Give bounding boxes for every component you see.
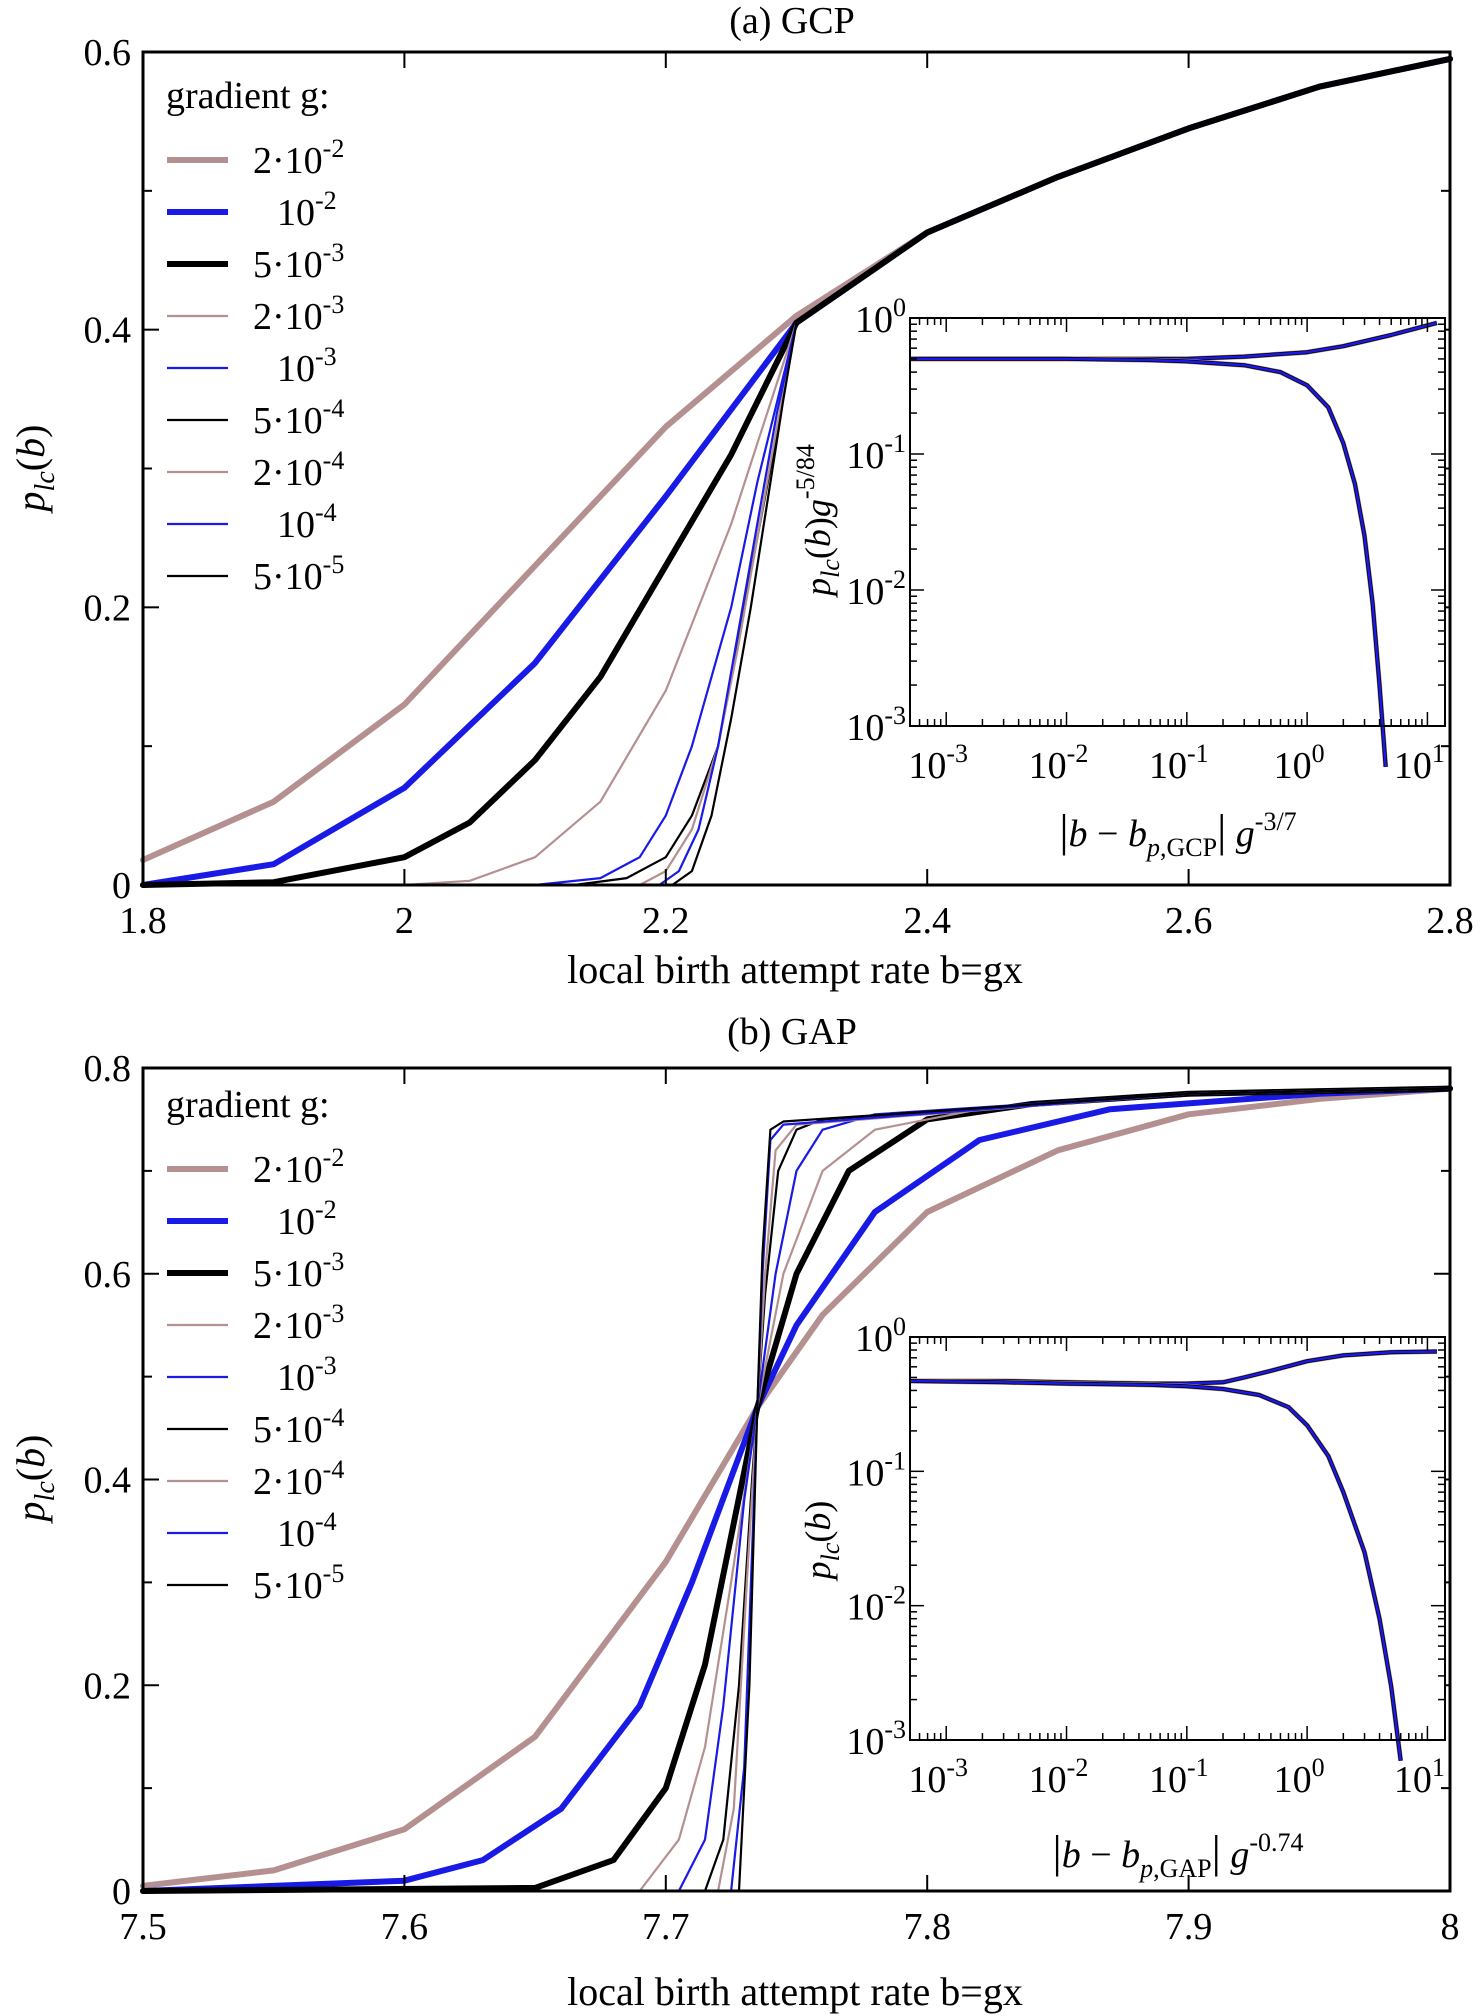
x-tick-label: 7.5 [119, 1906, 167, 1948]
inset-y-tick-label: 10-1 [846, 1446, 906, 1494]
legend-label: 5·10-5 [253, 550, 344, 598]
inset-y-tick-label: 10-3 [846, 1715, 906, 1763]
inset-y-axis-label: plc(b)g-5/84 [791, 444, 845, 599]
legend-title: gradient g: [166, 1084, 330, 1126]
inset-background [910, 318, 1445, 726]
inset-plot [909, 1349, 1437, 1762]
legend-label: 10-3 [277, 342, 337, 390]
panel-title: (b) GAP [727, 1011, 857, 1053]
inset-x-axis-label: |b − bp,GAP| g-0.74 [1052, 1826, 1303, 1883]
legend-label: 5·10-4 [253, 1403, 344, 1451]
inset-plot [910, 320, 1438, 768]
x-tick-label: 2.6 [1165, 900, 1213, 942]
legend-label: 2·10-2 [253, 1143, 344, 1191]
x-tick-label: 2.4 [903, 900, 951, 942]
inset-x-tick-label: 10-3 [908, 1753, 968, 1801]
x-tick-label: 8 [1441, 1906, 1460, 1948]
inset-y-tick-label: 10-2 [846, 565, 906, 613]
x-axis-label: local birth attempt rate b=gx [567, 947, 1023, 992]
plot-frame [141, 1066, 1452, 1893]
legend-label: 2·10-3 [253, 1299, 344, 1347]
inset-y-tick-label: 100 [855, 293, 906, 341]
legend: gradient g: 2·10-210-25·10-32·10-310-35·… [166, 75, 344, 598]
inset-x-tick-label: 10-1 [1149, 1753, 1209, 1801]
series-line [140, 1085, 1453, 1889]
inset-x-tick-label: 10-3 [908, 739, 968, 787]
main-axes: 1.8 2 2.2 2.4 2.6 2.8 0 0.2 0.4 0.6 [84, 32, 1474, 942]
inset-frame [909, 1336, 1446, 1741]
inset: 10-3 10-2 10-1 100 101 10-3 10-2 10-1 100 |b − b… [791, 293, 1446, 862]
legend-label: 10-4 [277, 498, 337, 546]
legend-label: 10-4 [277, 1507, 337, 1555]
x-tick-label: 1.8 [119, 900, 167, 942]
y-tick-label: 0.2 [84, 1665, 132, 1707]
y-tick-label: 0 [112, 1871, 131, 1913]
inset-x-tick-label: 101 [1394, 1753, 1445, 1801]
inset-y-axis-label: plc(b) [798, 1501, 845, 1583]
y-tick-label: 0.6 [84, 32, 132, 74]
legend-title: gradient g: [166, 75, 330, 117]
inset-background [910, 1337, 1445, 1740]
x-tick-label: 7.6 [381, 1906, 429, 1948]
panel-gcp: (a) GCP 1.8 2 2.2 2.4 2.6 2.8 0 0.2 0.4 0.6 gradi… [8, 0, 1474, 992]
series-line [141, 321, 798, 887]
inset-x-tick-label: 100 [1274, 1753, 1325, 1801]
y-tick-label: 0.8 [84, 1048, 132, 1090]
inset-x-tick-label: 101 [1394, 739, 1445, 787]
inset-axes: 10-3 10-2 10-1 100 101 10-3 10-2 10-1 100 [846, 293, 1445, 787]
x-tick-label: 7.8 [903, 1906, 951, 1948]
y-tick-label: 0.2 [84, 587, 132, 629]
inset-x-tick-label: 10-2 [1029, 1753, 1089, 1801]
inset: 10-3 10-2 10-1 100 101 10-3 10-2 10-1 100 |b − b… [798, 1312, 1446, 1883]
main-plot [140, 1085, 1453, 1894]
inset-axes: 10-3 10-2 10-1 100 101 10-3 10-2 10-1 100 [846, 1312, 1445, 1801]
x-tick-label: 2 [395, 900, 414, 942]
legend-label: 10-2 [277, 186, 337, 234]
series-line [141, 1087, 1452, 1893]
legend-label: 5·10-3 [253, 1247, 344, 1295]
inset-x-tick-label: 10-1 [1149, 739, 1209, 787]
legend: gradient g: 2·10-210-25·10-32·10-310-35·… [166, 1084, 344, 1607]
inset-series-line [909, 1379, 1402, 1761]
inset-series-line [910, 357, 1387, 767]
legend-label: 5·10-5 [253, 1559, 344, 1607]
main-plot [140, 55, 1453, 888]
y-axis-label: plc(b) [8, 425, 61, 515]
series-line [141, 321, 798, 887]
panel-title: (a) GCP [729, 0, 855, 42]
x-axis-label: local birth attempt rate b=gx [567, 1969, 1023, 2014]
legend-label: 2·10-4 [253, 446, 344, 494]
series-line [141, 321, 798, 887]
y-tick-label: 0 [112, 865, 131, 907]
inset-y-tick-label: 100 [855, 1312, 906, 1360]
legend-label: 5·10-3 [253, 238, 344, 286]
legend-label: 10-2 [277, 1195, 337, 1243]
plot-frame [141, 50, 1452, 887]
inset-frame [909, 317, 1446, 727]
y-tick-label: 0.6 [84, 1254, 132, 1296]
series-line [140, 55, 1453, 888]
inset-y-tick-label: 10-2 [846, 1581, 906, 1629]
legend-label: 5·10-4 [253, 394, 344, 442]
legend-label: 10-3 [277, 1351, 337, 1399]
x-tick-label: 2.2 [642, 900, 690, 942]
inset-x-tick-label: 100 [1274, 739, 1325, 787]
legend-label: 2·10-4 [253, 1455, 344, 1503]
y-axis-label: plc(b) [8, 1435, 61, 1525]
inset-y-tick-label: 10-1 [846, 429, 906, 477]
y-tick-label: 0.4 [84, 1460, 132, 1502]
legend-label: 2·10-3 [253, 290, 344, 338]
y-tick-label: 0.4 [84, 310, 132, 352]
x-tick-label: 2.8 [1426, 900, 1474, 942]
main-axes: 7.5 7.6 7.7 7.8 7.9 8 0 0.2 0.4 0.6 0.8 [84, 1048, 1460, 1948]
x-tick-label: 7.9 [1165, 1906, 1213, 1948]
inset-x-tick-label: 10-2 [1029, 739, 1089, 787]
panel-gap: (b) GAP 7.5 7.6 7.7 7.8 7.9 8 0 0.2 0.4 0.6 0.8 gr… [8, 1011, 1460, 2014]
inset-y-tick-label: 10-3 [846, 701, 906, 749]
x-tick-label: 7.7 [642, 1906, 690, 1948]
legend-label: 2·10-2 [253, 134, 344, 182]
inset-x-axis-label: |b − bp,GCP| g-3/7 [1059, 805, 1296, 862]
